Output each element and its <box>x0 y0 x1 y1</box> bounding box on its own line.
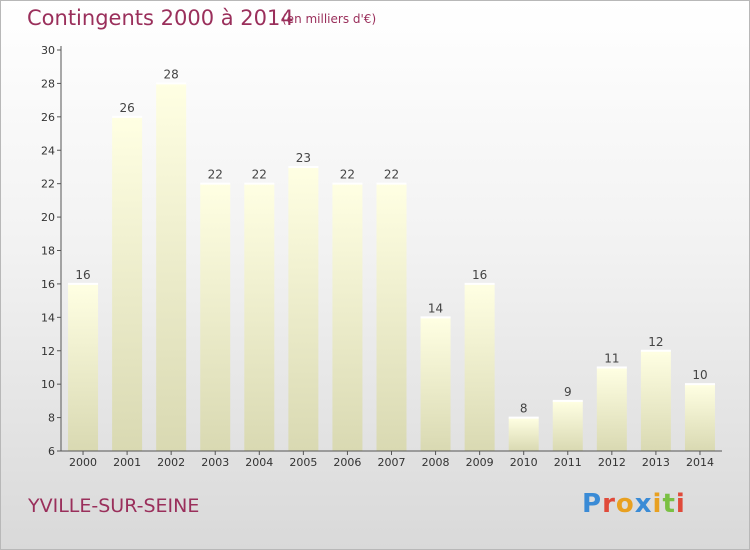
data-label-2011: 9 <box>564 385 572 399</box>
bar-2004 <box>244 183 275 451</box>
x-tick-label-2009: 2009 <box>466 456 494 469</box>
bar-2014 <box>684 384 715 451</box>
data-label-2006: 22 <box>340 168 355 182</box>
bar-2012 <box>596 367 627 451</box>
y-tick-label-16: 16 <box>41 278 55 291</box>
logo-letter: i <box>675 489 686 519</box>
y-tick-label-22: 22 <box>41 178 55 191</box>
data-label-2010: 8 <box>520 402 528 416</box>
bars-layer: 16 26 28 22 22 23 22 22 14 16 8 9 11 12 10 <box>68 67 715 452</box>
logo-letter: i <box>652 489 663 519</box>
y-tick-label-24: 24 <box>41 144 55 157</box>
bar-2002 <box>156 83 187 452</box>
y-tick-label-10: 10 <box>41 378 55 391</box>
logo-letter: P <box>582 489 603 519</box>
x-tick-label-2001: 2001 <box>113 456 141 469</box>
y-tick-label-28: 28 <box>41 77 55 90</box>
data-label-2012: 11 <box>604 351 619 365</box>
data-label-2014: 10 <box>692 368 707 382</box>
x-tick-label-2008: 2008 <box>422 456 450 469</box>
commune-name: YVILLE-SUR-SEINE <box>28 495 200 517</box>
bar-2009 <box>464 283 495 451</box>
bar-2001 <box>112 116 143 451</box>
data-label-2009: 16 <box>472 268 487 282</box>
proxiti-logo[interactable]: Proxiti <box>582 489 686 519</box>
x-tick-label-2000: 2000 <box>69 456 97 469</box>
x-tick-label-2007: 2007 <box>378 456 406 469</box>
y-tick-label-30: 30 <box>41 44 55 57</box>
bar-2005 <box>288 166 319 452</box>
bar-2006 <box>332 183 363 451</box>
x-tick-label-2014: 2014 <box>686 456 714 469</box>
data-label-2008: 14 <box>428 301 443 315</box>
bar-2000 <box>68 283 99 451</box>
data-label-2004: 22 <box>252 168 267 182</box>
x-tick-label-2011: 2011 <box>554 456 582 469</box>
y-tick-label-14: 14 <box>41 311 55 324</box>
y-tick-label-26: 26 <box>41 111 55 124</box>
x-tick-label-2005: 2005 <box>289 456 317 469</box>
y-tick-label-18: 18 <box>41 245 55 258</box>
logo-letter: o <box>615 489 635 519</box>
y-tick-label-8: 8 <box>48 412 55 425</box>
chart-subtitle: (en milliers d'€) <box>282 12 377 26</box>
x-tick-label-2010: 2010 <box>510 456 538 469</box>
data-label-2007: 22 <box>384 168 399 182</box>
data-label-2005: 23 <box>296 151 311 165</box>
axis-layer: 2000 2001 2002 2003 2004 2005 2006 2007 2008 2009… <box>41 44 722 469</box>
data-label-2002: 28 <box>164 67 179 81</box>
y-tick-label-12: 12 <box>41 345 55 358</box>
chart-title: Contingents 2000 à 2014 <box>27 6 294 30</box>
logo-letter: t <box>662 489 676 519</box>
data-label-2001: 26 <box>119 101 134 115</box>
data-label-2013: 12 <box>648 335 663 349</box>
bar-2010 <box>508 417 539 451</box>
y-tick-label-20: 20 <box>41 211 55 224</box>
bar-2007 <box>376 183 407 451</box>
x-tick-label-2013: 2013 <box>642 456 670 469</box>
y-tick-label-6: 6 <box>48 445 55 458</box>
data-label-2003: 22 <box>208 168 223 182</box>
bar-2008 <box>420 317 451 451</box>
x-tick-label-2012: 2012 <box>598 456 626 469</box>
x-tick-label-2004: 2004 <box>245 456 273 469</box>
x-tick-label-2003: 2003 <box>201 456 229 469</box>
bar-2013 <box>640 350 671 451</box>
logo-letter: x <box>634 489 653 519</box>
data-label-2000: 16 <box>75 268 90 282</box>
bar-2011 <box>552 400 583 451</box>
logo-letter: r <box>602 489 616 519</box>
bar-2003 <box>200 183 231 451</box>
x-tick-label-2006: 2006 <box>333 456 361 469</box>
x-tick-label-2002: 2002 <box>157 456 185 469</box>
